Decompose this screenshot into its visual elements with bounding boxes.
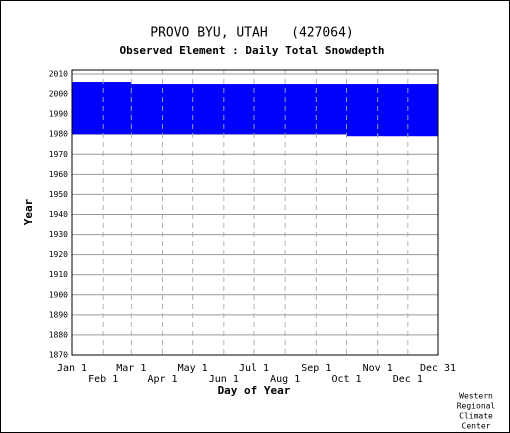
- y-tick-label: 1890: [49, 310, 68, 319]
- y-tick-label: 2000: [49, 90, 68, 99]
- x-tick-label: Jul 1: [239, 363, 269, 374]
- x-tick-label: Sep 1: [301, 363, 331, 374]
- footer-text: Center: [462, 422, 491, 431]
- y-tick-label: 1950: [49, 190, 68, 199]
- x-tick-label: Jan 1: [57, 363, 87, 374]
- x-tick-label: Nov 1: [363, 363, 393, 374]
- y-tick-label: 1970: [49, 150, 68, 159]
- footer-text: Western: [459, 392, 493, 401]
- y-tick-label: 1980: [49, 130, 68, 139]
- y-axis-label: Year: [22, 198, 35, 225]
- y-tick-label: 1940: [49, 210, 68, 219]
- y-tick-label: 1870: [49, 351, 68, 360]
- y-tick-label: 1900: [49, 290, 68, 299]
- footer-text: Regional: [457, 402, 496, 411]
- x-tick-label: Oct 1: [331, 374, 361, 385]
- x-tick-label: Aug 1: [270, 374, 300, 385]
- data-band: [131, 84, 347, 135]
- y-tick-label: 1910: [49, 270, 68, 279]
- x-tick-label: Feb 1: [88, 374, 118, 385]
- footer-text: Climate: [459, 412, 493, 421]
- chart-subtitle: Observed Element : Daily Total Snowdepth: [120, 44, 385, 57]
- x-tick-label: Jun 1: [209, 374, 239, 385]
- x-tick-label: Mar 1: [116, 363, 146, 374]
- x-axis-label: Day of Year: [218, 384, 291, 397]
- y-tick-label: 1960: [49, 170, 68, 179]
- data-band: [72, 82, 132, 135]
- data-band: [346, 84, 438, 137]
- plot-border: [71, 69, 439, 356]
- y-tick-label: 1920: [49, 250, 68, 259]
- y-tick-label: 2010: [49, 70, 68, 79]
- y-tick-label: 1990: [49, 110, 68, 119]
- chart-title: PROVO BYU, UTAH (427064): [150, 26, 354, 41]
- x-tick-label: May 1: [178, 363, 208, 374]
- x-tick-label: Dec 31: [420, 363, 456, 374]
- y-tick-label: 1880: [49, 330, 68, 339]
- y-tick-label: 1930: [49, 230, 68, 239]
- x-tick-label: Dec 1: [393, 374, 423, 385]
- x-tick-label: Apr 1: [147, 374, 177, 385]
